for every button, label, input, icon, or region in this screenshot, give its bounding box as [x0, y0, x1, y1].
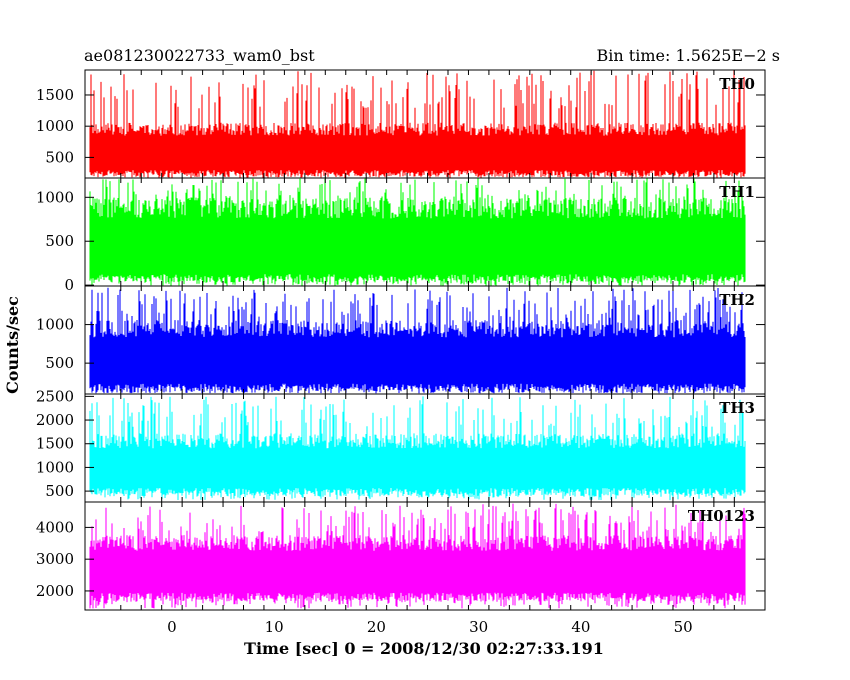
x-tick-label: 30: [469, 618, 488, 636]
y-tick-label: 3000: [36, 550, 74, 568]
panel-th0123: 2000 3000 4000 TH0123: [36, 501, 766, 611]
y-tick-label: 1500: [36, 435, 74, 453]
y-tick-label: 4000: [36, 518, 74, 536]
x-axis: 0 10 20 30 40 50: [167, 618, 693, 636]
series-trace-th3: [89, 396, 746, 501]
y-tick-label: 1000: [36, 188, 74, 206]
x-tick-label: 50: [674, 618, 693, 636]
x-axis-label: Time [sec] 0 = 2008/12/30 02:27:33.191: [244, 639, 604, 658]
y-tick-label: 1000: [36, 117, 74, 135]
y-tick-label: 2000: [36, 582, 74, 600]
series-trace-th0123: [89, 503, 746, 609]
series-trace-th1: [89, 178, 746, 286]
y-tick-label: 500: [45, 482, 74, 500]
panel-th0: 500 1000 1500 TH0: [36, 69, 766, 179]
y-tick-label: 500: [45, 148, 74, 166]
panel-label: TH0123: [688, 507, 755, 525]
y-tick-label: 1000: [36, 316, 74, 334]
x-tick-label: 0: [167, 618, 177, 636]
panel-label: TH3: [719, 399, 755, 417]
panel-label: TH1: [719, 183, 755, 201]
x-tick-label: 20: [367, 618, 386, 636]
y-tick-label: 500: [45, 354, 74, 372]
panel-frame: [84, 501, 766, 611]
series-trace-th0: [89, 70, 746, 178]
y-tick-label: 1500: [36, 86, 74, 104]
panel-label: TH2: [719, 291, 755, 309]
panels-group: 500 1000 1500 TH0 0 500 1000 TH1 500 1000 TH2 500 10…: [36, 69, 766, 611]
x-tick-label: 10: [265, 618, 284, 636]
panel-th1: 0 500 1000 TH1: [36, 177, 766, 294]
y-tick-label: 1000: [36, 458, 74, 476]
series-trace-th2: [89, 287, 746, 394]
y-tick-label: 0: [64, 276, 74, 294]
y-tick-label: 2500: [36, 387, 74, 405]
y-tick-label: 500: [45, 232, 74, 250]
bin-time-label: Bin time: 1.5625E−2 s: [597, 46, 780, 65]
chart-title: ae081230022733_wam0_bst: [84, 46, 315, 65]
y-axis-label: Counts/sec: [3, 296, 22, 394]
panel-th3: 500 1000 1500 2000 2500 TH3: [36, 387, 766, 503]
x-tick-label: 40: [571, 618, 590, 636]
panel-th2: 500 1000 TH2: [36, 285, 766, 395]
panel-label: TH0: [719, 75, 755, 93]
y-tick-label: 2000: [36, 411, 74, 429]
